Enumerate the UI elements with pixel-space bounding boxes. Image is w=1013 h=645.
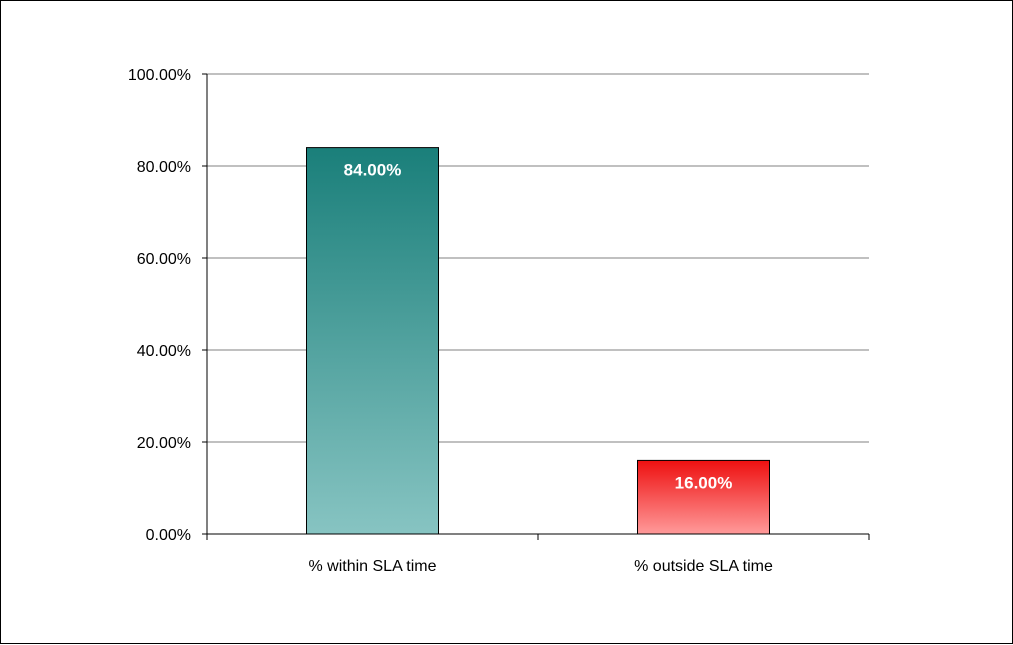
labels: 0.00% 20.00% 40.00% 60.00% 80.00% 100.00% 84.0…: [128, 67, 773, 575]
y-tick-label: 20.00%: [137, 435, 191, 452]
y-tick-label: 100.00%: [128, 67, 191, 84]
bars: [306, 147, 770, 535]
y-tick-label: 60.00%: [137, 251, 191, 268]
y-tick-label: 0.00%: [146, 527, 191, 544]
x-category-label: % outside SLA time: [634, 558, 773, 575]
data-label: 84.00%: [344, 161, 402, 180]
data-label: 16.00%: [675, 473, 733, 492]
y-tick-label: 80.00%: [137, 159, 191, 176]
bar-outside-sla: [637, 459, 770, 535]
x-category-label: % within SLA time: [308, 558, 436, 575]
y-tick-label: 40.00%: [137, 343, 191, 360]
bar-within-sla: [306, 147, 439, 535]
